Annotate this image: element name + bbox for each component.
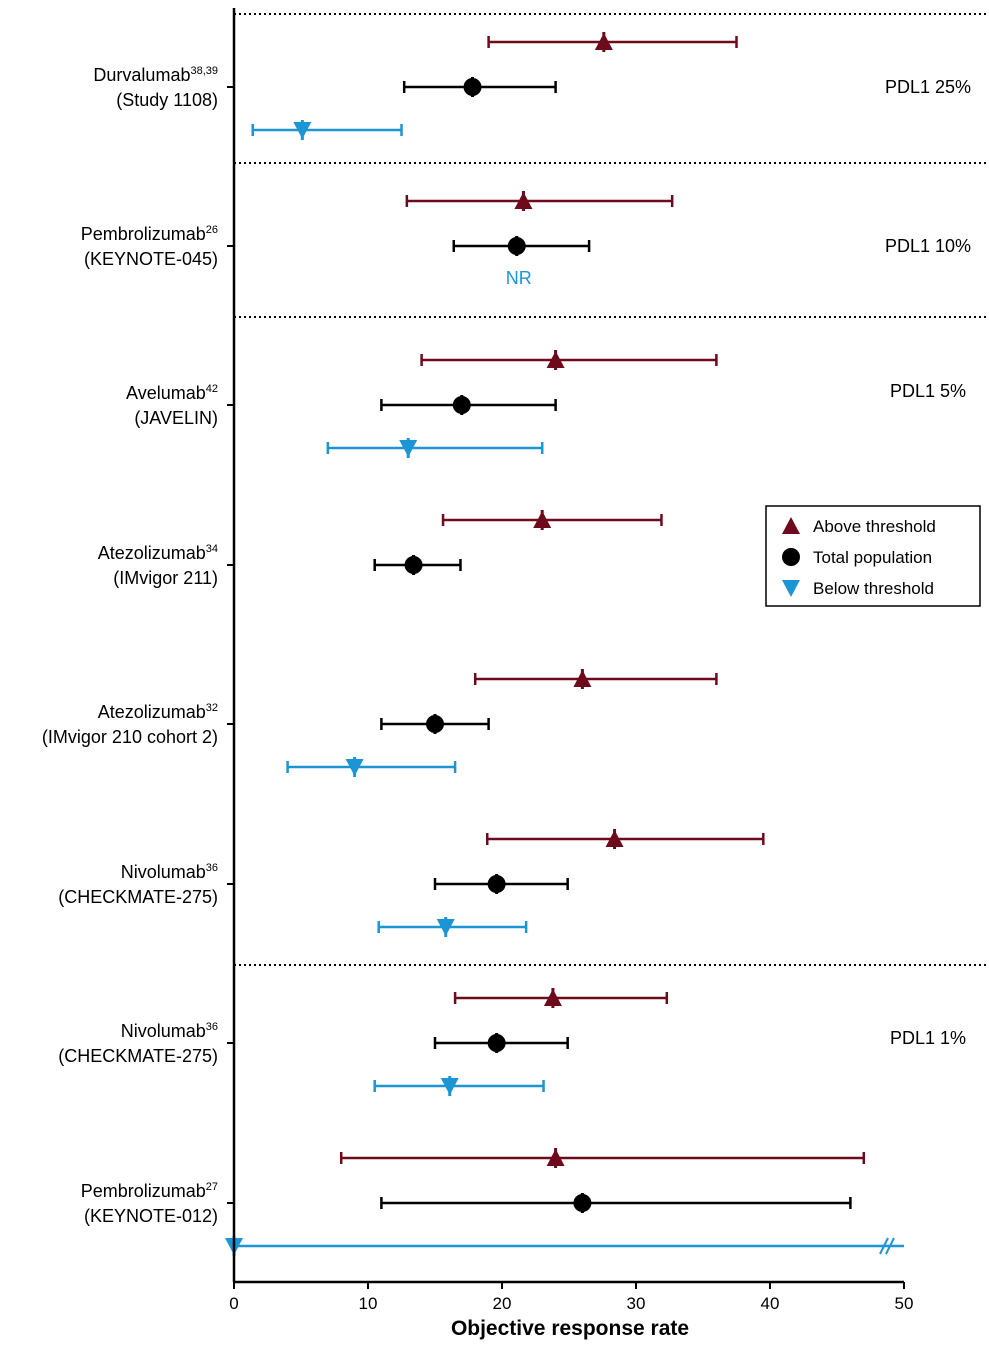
group-label-1: PDL1 10% bbox=[885, 236, 971, 256]
study-label-1: Pembrolizumab26 bbox=[81, 224, 218, 244]
study-trial-2: (JAVELIN) bbox=[134, 408, 218, 428]
point-total-6 bbox=[487, 1034, 506, 1052]
point-total-2 bbox=[452, 396, 471, 414]
point-above-5 bbox=[605, 830, 624, 847]
point-above-3 bbox=[533, 511, 552, 528]
study-drug: Pembrolizumab bbox=[81, 1181, 206, 1201]
legend-label-total: Total population bbox=[813, 548, 932, 567]
study-reference: 26 bbox=[206, 224, 218, 236]
point-total-5 bbox=[487, 875, 506, 893]
x-tick-label-20: 20 bbox=[493, 1294, 512, 1313]
study-trial-7: (KEYNOTE-012) bbox=[84, 1206, 218, 1226]
point-total-4 bbox=[426, 715, 444, 733]
axis-break-mark bbox=[879, 1237, 889, 1255]
group-label-3: PDL1 1% bbox=[890, 1028, 966, 1048]
x-axis-title: Objective response rate bbox=[451, 1317, 689, 1340]
study-reference: 34 bbox=[206, 543, 218, 555]
x-tick-label-50: 50 bbox=[895, 1294, 914, 1313]
study-trial-1: (KEYNOTE-045) bbox=[84, 249, 218, 269]
not-reported-label: NR bbox=[506, 268, 532, 288]
point-total-1 bbox=[507, 237, 526, 255]
study-label-3: Atezolizumab34 bbox=[98, 543, 218, 563]
legend-label-above: Above threshold bbox=[813, 517, 936, 536]
x-tick-label-10: 10 bbox=[359, 1294, 378, 1313]
study-trial-6: (CHECKMATE-275) bbox=[58, 1046, 218, 1066]
x-tick-label-0: 0 bbox=[229, 1294, 238, 1313]
study-drug: Nivolumab bbox=[121, 1021, 206, 1041]
point-total-7 bbox=[573, 1194, 592, 1212]
point-above-4 bbox=[573, 670, 592, 687]
study-reference: 36 bbox=[206, 862, 218, 874]
study-reference: 36 bbox=[206, 1021, 218, 1033]
point-above-2 bbox=[546, 351, 565, 368]
study-drug: Atezolizumab bbox=[98, 702, 206, 722]
legend-marker-total bbox=[782, 548, 800, 566]
group-separators bbox=[234, 13, 986, 966]
point-below-6 bbox=[440, 1078, 459, 1095]
legend-box bbox=[765, 505, 981, 607]
study-trial-0: (Study 1108) bbox=[116, 90, 218, 110]
study-reference: 32 bbox=[206, 702, 218, 714]
study-drug: Atezolizumab bbox=[98, 543, 206, 563]
study-drug: Avelumab bbox=[126, 383, 206, 403]
study-trial-3: (IMvigor 211) bbox=[113, 568, 218, 588]
legend: Above threshold Total population Below thr… bbox=[765, 505, 981, 607]
study-trial-5: (CHECKMATE-275) bbox=[58, 887, 218, 907]
study-label-7: Pembrolizumab27 bbox=[81, 1181, 218, 1201]
point-above-1 bbox=[514, 192, 533, 209]
study-trial-4: (IMvigor 210 cohort 2) bbox=[42, 727, 218, 747]
point-total-3 bbox=[404, 556, 423, 574]
study-label-6: Nivolumab36 bbox=[121, 1021, 218, 1041]
study-drug: Nivolumab bbox=[121, 862, 206, 882]
study-reference: 42 bbox=[206, 383, 218, 395]
study-drug: Durvalumab bbox=[93, 65, 190, 85]
point-below-0 bbox=[293, 122, 312, 139]
study-label-5: Nivolumab36 bbox=[121, 862, 218, 882]
group-label-0: PDL1 25% bbox=[885, 77, 971, 97]
x-tick-label-40: 40 bbox=[761, 1294, 780, 1313]
point-above-7 bbox=[546, 1149, 565, 1166]
study-labels: Durvalumab38,39 (Study 1108) Pembrolizumab… bbox=[42, 65, 218, 1226]
study-label-4: Atezolizumab32 bbox=[98, 702, 218, 722]
data-marks: NR bbox=[225, 32, 904, 1256]
legend-marker-above bbox=[782, 517, 800, 534]
point-below-4 bbox=[345, 759, 364, 776]
axis-break-mark bbox=[885, 1237, 895, 1255]
study-reference: 27 bbox=[206, 1181, 218, 1193]
point-above-0 bbox=[594, 33, 613, 50]
x-tick-label-30: 30 bbox=[627, 1294, 646, 1313]
legend-marker-below bbox=[782, 580, 800, 597]
group-labels: PDL1 25% PDL1 10% PDL1 5% PDL1 1% bbox=[885, 77, 971, 1048]
point-above-6 bbox=[543, 989, 562, 1006]
study-reference: 38,39 bbox=[190, 65, 218, 77]
point-below-2 bbox=[399, 440, 418, 457]
study-label-0: Durvalumab38,39 bbox=[93, 65, 218, 85]
study-drug: Pembrolizumab bbox=[81, 224, 206, 244]
study-label-2: Avelumab42 bbox=[126, 383, 218, 403]
point-total-0 bbox=[463, 78, 482, 96]
group-label-2: PDL1 5% bbox=[890, 381, 966, 401]
axes: 0 10 20 30 40 50 bbox=[227, 8, 913, 1313]
point-below-5 bbox=[436, 919, 455, 936]
legend-label-below: Below threshold bbox=[813, 579, 934, 598]
